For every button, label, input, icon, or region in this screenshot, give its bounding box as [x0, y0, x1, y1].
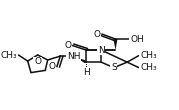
Text: N: N: [98, 46, 105, 55]
Text: O: O: [34, 57, 41, 66]
Polygon shape: [74, 56, 87, 63]
Polygon shape: [113, 39, 117, 50]
Polygon shape: [86, 66, 87, 67]
Text: NH: NH: [67, 52, 80, 61]
Text: H: H: [83, 68, 90, 77]
Text: CH₃: CH₃: [140, 51, 157, 60]
Text: CH₃: CH₃: [140, 63, 157, 72]
Text: OH: OH: [130, 35, 144, 44]
Text: CH₃: CH₃: [1, 50, 18, 60]
Polygon shape: [85, 70, 87, 71]
Polygon shape: [85, 68, 87, 69]
Text: O: O: [94, 30, 101, 39]
Text: S: S: [111, 63, 117, 72]
Text: O: O: [49, 62, 56, 71]
Text: O: O: [64, 41, 71, 50]
Polygon shape: [86, 64, 87, 65]
